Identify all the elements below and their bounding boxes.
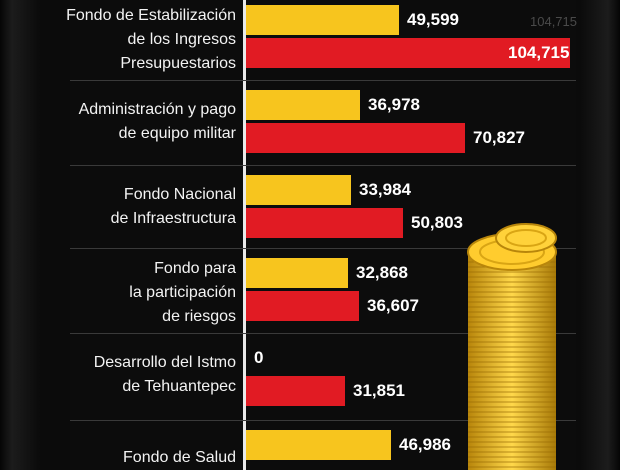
data-label: 32,868 [356, 263, 408, 282]
bar-series-1 [246, 430, 391, 460]
category-label: Administración y pago de equipo militar [78, 101, 236, 142]
bar-series-2 [246, 123, 465, 153]
group-separator [70, 80, 576, 81]
axis-line [243, 0, 246, 470]
category-label: Fondo Nacional de Infraestructura [110, 186, 236, 227]
bar-series-2 [246, 38, 570, 68]
data-label: 49,599 [407, 10, 459, 29]
group-separator [70, 248, 576, 249]
data-label: 70,827 [473, 128, 525, 147]
group-separator [70, 333, 576, 334]
bar-series-2 [246, 376, 345, 406]
coin-stack-illustration [467, 223, 557, 470]
bar-series-2 [246, 208, 403, 238]
data-label: 31,851 [353, 381, 405, 400]
group-separator [70, 420, 576, 421]
data-label: 33,984 [359, 180, 411, 199]
category-label: Fondo de Salud [123, 449, 236, 466]
group-separator [70, 165, 576, 166]
data-label: 36,607 [367, 296, 419, 315]
data-label: 104,715 [508, 43, 570, 62]
bar-series-1 [246, 258, 348, 288]
category-label: Desarrollo del Istmo de Tehuantepec [93, 354, 236, 395]
category-label: Fondo de Estabilización de los Ingresos … [66, 7, 236, 72]
data-label: 0 [254, 348, 264, 367]
data-label: 36,978 [368, 95, 420, 114]
bar-series-1 [246, 175, 351, 205]
category-label: Fondo para la participación de riesgos [129, 260, 236, 325]
bar-series-2 [246, 291, 359, 321]
bar-series-1 [246, 5, 399, 35]
data-label: 46,986 [399, 435, 451, 454]
bar-series-1 [246, 90, 360, 120]
data-label: 50,803 [411, 213, 463, 232]
ghost-value-label: 104,715 [530, 14, 577, 29]
